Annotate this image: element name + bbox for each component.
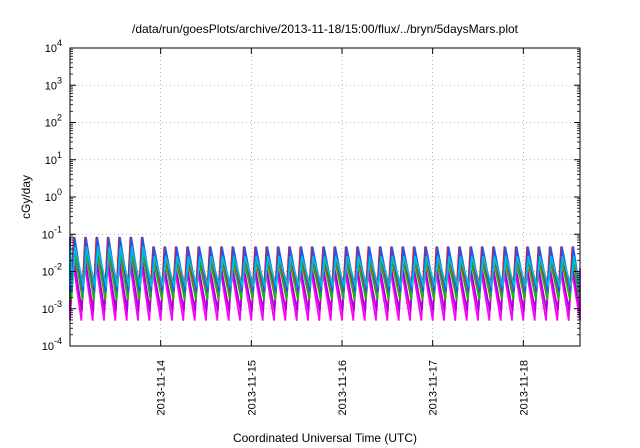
y-tick-label: 10-4 [42,336,62,353]
y-tick-label: 10-3 [42,299,62,316]
x-axis-label: Coordinated Universal Time (UTC) [233,431,417,445]
y-tick-label: 101 [45,150,62,167]
x-tick-label: 2013-11-15 [246,360,258,415]
y-tick-label: 102 [45,113,62,130]
series-line [69,246,581,288]
x-tick-label: 2013-11-14 [156,360,168,415]
y-tick-label: 10-2 [42,262,62,279]
chart-title: /data/run/goesPlots/archive/2013-11-18/1… [132,22,519,36]
y-tick-label: 103 [45,75,62,92]
y-tick-label: 100 [45,187,62,204]
x-tick-label: 2013-11-16 [337,360,349,415]
x-axis-ticks: 2013-11-14 2013-11-15 2013-11-16 2013-11-17… [156,48,530,415]
series-group [69,236,581,321]
y-tick-label: 10-1 [42,224,62,241]
x-tick-label: 2013-11-18 [518,360,530,415]
y-tick-label: 104 [45,38,62,55]
x-tick-label: 2013-11-17 [428,360,440,415]
y-axis-label: cGy/day [19,175,33,219]
